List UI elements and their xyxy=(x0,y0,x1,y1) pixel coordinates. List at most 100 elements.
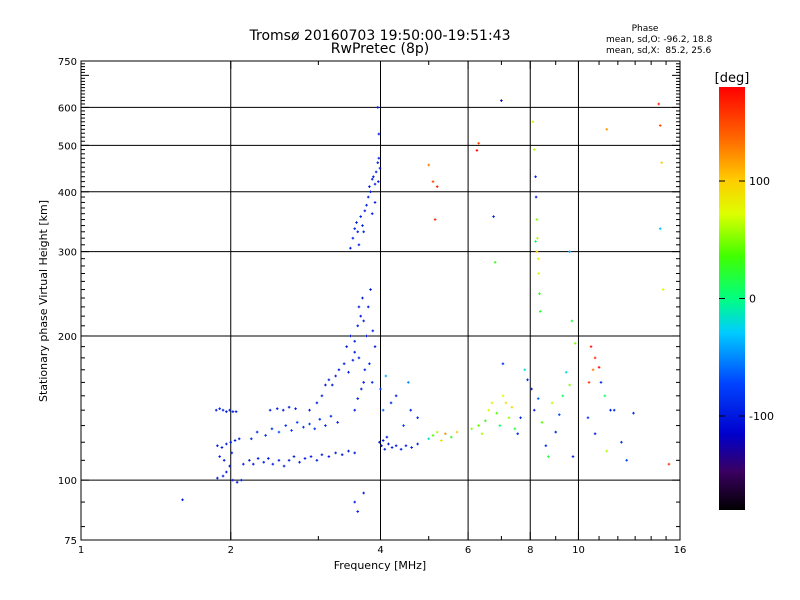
data-point xyxy=(218,407,221,410)
data-point xyxy=(373,201,377,204)
data-point xyxy=(347,449,350,453)
data-point xyxy=(309,455,313,458)
data-point xyxy=(303,457,307,460)
data-point xyxy=(255,430,259,434)
data-point xyxy=(231,478,235,482)
data-point xyxy=(523,368,527,372)
x-tick-labels: 1 2 4 6 8 10 16 xyxy=(78,545,687,556)
y-tick-label: 200 xyxy=(58,332,77,343)
colorbar-tick-label: 0 xyxy=(749,293,756,306)
data-point xyxy=(298,460,301,464)
data-point xyxy=(216,444,219,448)
data-point xyxy=(362,319,365,323)
data-point xyxy=(568,383,571,387)
y-axis-label: Stationary phase Virtual Height [km] xyxy=(37,200,50,402)
data-point xyxy=(230,451,234,455)
colorbar-tick-label: 100 xyxy=(749,175,770,188)
x-tick-label: 1 xyxy=(78,545,84,556)
data-point xyxy=(228,464,231,468)
data-point xyxy=(449,435,453,439)
data-point xyxy=(625,459,628,462)
data-point xyxy=(250,437,253,441)
data-point xyxy=(435,430,439,434)
data-point xyxy=(377,132,381,136)
y-tick-label: 400 xyxy=(58,188,77,199)
data-point xyxy=(351,358,355,362)
data-point xyxy=(365,334,368,338)
data-point xyxy=(410,446,413,449)
data-point xyxy=(366,195,370,199)
data-point xyxy=(561,394,565,398)
x-tick-label: 4 xyxy=(377,545,383,556)
data-point xyxy=(353,500,357,504)
data-point xyxy=(214,408,218,412)
data-point xyxy=(318,417,322,421)
data-point xyxy=(376,161,380,164)
data-point xyxy=(267,457,270,460)
data-point xyxy=(568,250,571,253)
data-point xyxy=(370,177,374,181)
data-point xyxy=(383,447,387,451)
data-point xyxy=(557,413,561,416)
data-point xyxy=(233,439,237,442)
data-point xyxy=(632,411,635,415)
data-point xyxy=(431,180,435,183)
data-point xyxy=(361,296,364,300)
data-point xyxy=(402,424,405,427)
data-point xyxy=(455,430,459,434)
axis-ticks xyxy=(80,61,681,540)
data-point xyxy=(384,374,388,378)
data-point xyxy=(368,362,371,366)
data-point xyxy=(363,368,367,372)
data-point xyxy=(589,345,593,348)
data-point xyxy=(495,411,499,415)
data-point xyxy=(356,510,360,513)
data-point xyxy=(477,141,480,145)
data-point xyxy=(292,455,296,458)
data-point xyxy=(571,455,575,458)
data-point xyxy=(470,427,473,431)
data-point xyxy=(353,227,357,230)
data-point xyxy=(492,215,495,218)
data-point xyxy=(536,397,540,400)
data-point xyxy=(370,212,374,215)
data-point xyxy=(544,444,548,448)
data-point xyxy=(620,440,623,444)
data-point xyxy=(228,408,231,412)
data-point xyxy=(498,424,502,427)
data-point xyxy=(534,240,537,243)
colorbar-label: [deg] xyxy=(715,71,750,86)
data-point xyxy=(347,370,350,374)
data-point xyxy=(373,182,377,186)
data-point xyxy=(290,429,293,432)
data-point xyxy=(493,260,497,264)
data-point xyxy=(433,218,437,221)
data-point xyxy=(475,149,479,152)
data-point xyxy=(573,342,577,345)
data-point xyxy=(349,334,352,338)
colorbar-ticks: 100 0 -100 xyxy=(719,175,774,423)
data-point xyxy=(287,405,291,409)
data-point xyxy=(373,345,377,348)
data-point xyxy=(340,453,344,457)
phase-stats-o-line: mean, sd,O: -96.2, 18.8 xyxy=(606,35,713,45)
data-point xyxy=(612,408,616,412)
data-point xyxy=(504,401,508,405)
data-point xyxy=(404,444,408,448)
data-point xyxy=(605,128,609,131)
chart-title: Tromsø 20160703 19:50:00-19:51:43 xyxy=(249,28,511,44)
data-point xyxy=(597,366,601,369)
data-point xyxy=(216,476,219,480)
data-point xyxy=(256,457,260,460)
data-point xyxy=(361,224,364,227)
data-point xyxy=(536,257,540,260)
data-point xyxy=(444,432,447,436)
data-point xyxy=(538,292,541,296)
data-point xyxy=(356,324,360,328)
x-tick-label: 16 xyxy=(674,545,687,556)
data-point xyxy=(315,401,319,405)
data-point xyxy=(394,444,398,448)
data-point xyxy=(308,422,311,426)
data-point xyxy=(324,424,327,427)
